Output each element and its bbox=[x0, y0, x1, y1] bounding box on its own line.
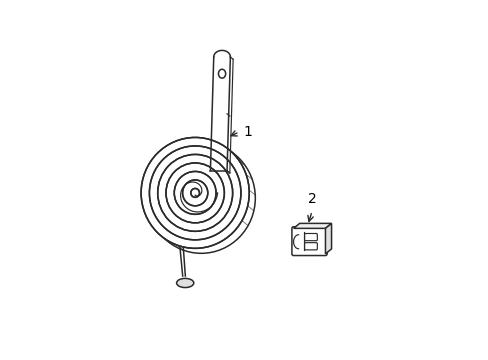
Polygon shape bbox=[293, 223, 331, 228]
Polygon shape bbox=[325, 223, 331, 254]
Ellipse shape bbox=[141, 138, 249, 248]
FancyBboxPatch shape bbox=[291, 227, 326, 256]
Ellipse shape bbox=[182, 280, 188, 282]
Text: 2: 2 bbox=[307, 192, 316, 206]
FancyBboxPatch shape bbox=[304, 243, 317, 250]
Text: 1: 1 bbox=[243, 125, 252, 139]
Ellipse shape bbox=[176, 278, 193, 288]
FancyBboxPatch shape bbox=[304, 234, 317, 241]
